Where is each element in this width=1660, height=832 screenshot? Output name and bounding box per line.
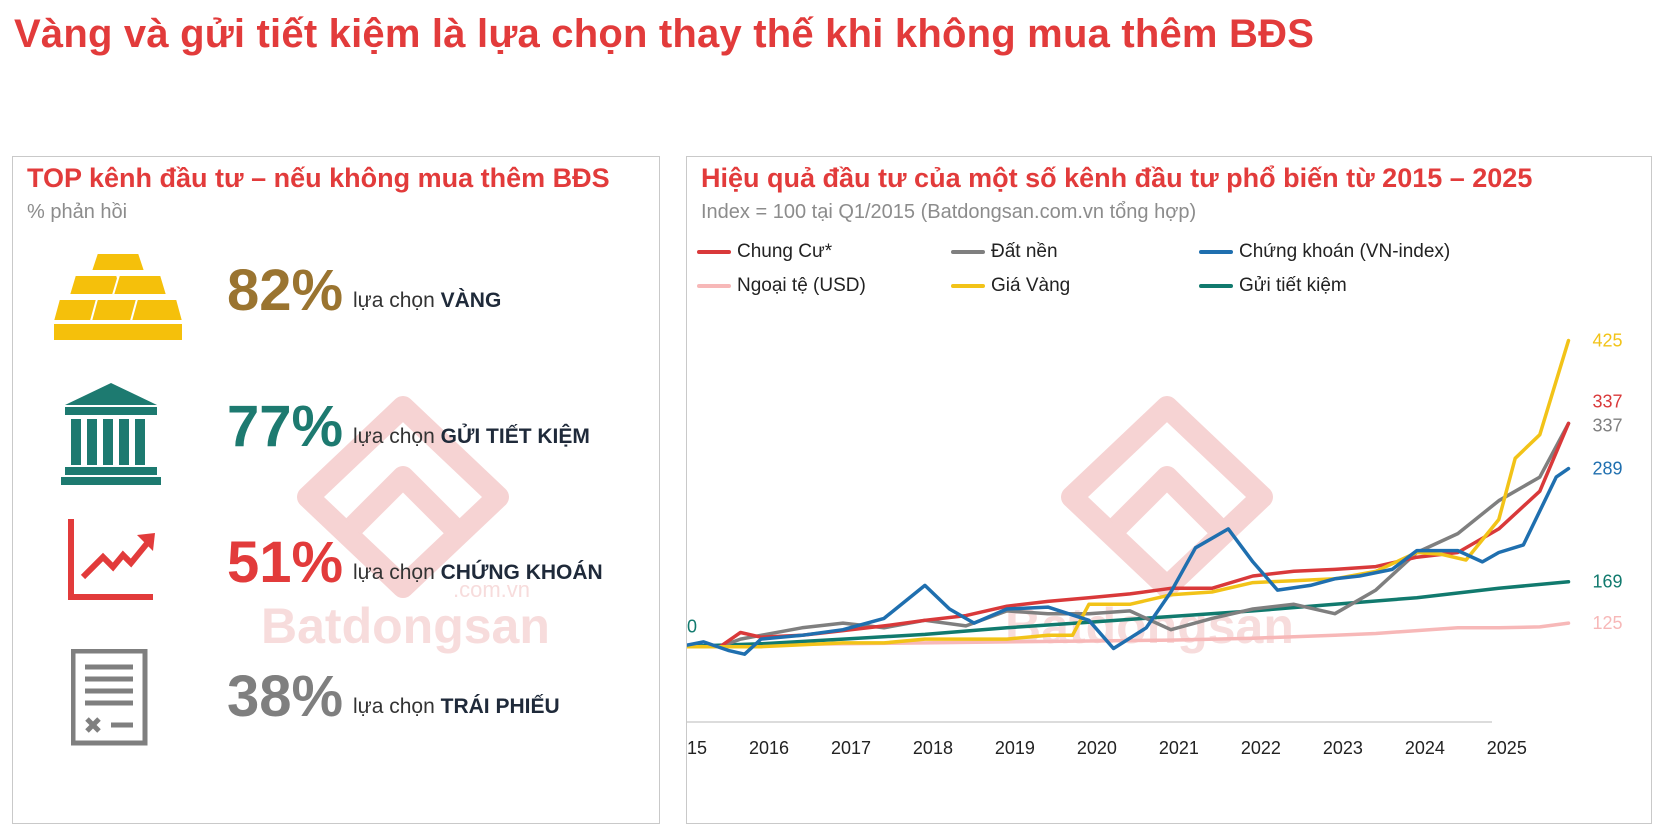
series-line-1 (687, 421, 1571, 649)
legend-swatch (1199, 250, 1233, 254)
gold-percentage: 82% (227, 258, 344, 323)
bonds-label-prefix: lựa chọn (353, 695, 435, 718)
legend-item-gia-vang: Giá Vàng (951, 275, 1070, 297)
end-value-label: 425 (1593, 331, 1623, 351)
series-line-5 (687, 579, 1571, 649)
savings-label-channel: GỬI TIẾT KIỆM (440, 425, 590, 448)
gold-label-channel: VÀNG (440, 289, 502, 312)
series-line-0 (687, 421, 1571, 649)
savings-label: lựa chọn GỬI TIẾT KIỆM (353, 425, 590, 449)
right-panel-title: Hiệu quả đầu tư của một số kênh đầu tư p… (701, 163, 1533, 193)
x-tick-label: 2024 (1405, 738, 1445, 758)
channel-item-gold: 82% lựa chọn VÀNG (13, 243, 653, 363)
bank-icon (61, 383, 161, 485)
x-tick-label: 2019 (995, 738, 1035, 758)
legend-item-gui-tiet-kiem: Gửi tiết kiệm (1199, 275, 1347, 297)
gold-label-prefix: lựa chọn (353, 289, 435, 312)
savings-label-prefix: lựa chọn (353, 425, 435, 448)
legend-swatch (951, 284, 985, 288)
end-value-label: 337 (1593, 391, 1623, 411)
x-tick-label: 2016 (749, 738, 789, 758)
legend-swatch (951, 250, 985, 254)
x-tick-label: 2015 (687, 738, 707, 758)
legend-label: Chứng khoán (VN-index) (1239, 241, 1451, 262)
end-value-label: 289 (1593, 459, 1623, 479)
legend-swatch (697, 250, 731, 254)
x-tick-label: 2023 (1323, 738, 1363, 758)
legend-label: Chung Cư* (737, 241, 833, 262)
x-tick-label: 2020 (1077, 738, 1117, 758)
legend-swatch (697, 284, 731, 288)
stocks-label-channel: CHỨNG KHOÁN (440, 561, 603, 584)
stocks-percentage: 51% (227, 530, 344, 595)
x-tick-label: 2025 (1487, 738, 1527, 758)
series-line-2 (687, 466, 1571, 656)
legend-label: Đất nền (991, 241, 1058, 262)
left-panel-subtitle: % phản hồi (27, 201, 128, 223)
legend-item-dat-nen: Đất nền (951, 241, 1058, 263)
gold-label: lựa chọn VÀNG (353, 289, 501, 313)
legend-item-ngoai-te: Ngoại tệ (USD) (697, 275, 866, 297)
line-chart: 2015 2016 2017 2018 2019 2020 2021 2022 2023 2024… (687, 331, 1623, 758)
investment-performance-panel: Hiệu quả đầu tư của một số kênh đầu tư p… (686, 156, 1652, 824)
x-tick-label: 2018 (913, 738, 953, 758)
stocks-label: lựa chọn CHỨNG KHOÁN (353, 561, 603, 585)
legend-label: Ngoại tệ (USD) (737, 275, 866, 296)
channel-item-savings: 77% lựa chọn GỬI TIẾT KIỆM (13, 379, 653, 499)
left-panel-title: TOP kênh đầu tư – nếu không mua thêm BĐS (27, 163, 610, 193)
right-panel-subtitle: Index = 100 tại Q1/2015 (Batdongsan.com.… (701, 201, 1197, 223)
x-tick-label: 2021 (1159, 738, 1199, 758)
bonds-label: lựa chọn TRÁI PHIẾU (353, 695, 560, 719)
x-tick-label: 2022 (1241, 738, 1281, 758)
gold-bars-icon (53, 252, 183, 342)
top-channels-panel: TOP kênh đầu tư – nếu không mua thêm BĐS… (12, 156, 660, 824)
legend-item-chung-khoan: Chứng khoán (VN-index) (1199, 241, 1450, 263)
legend-label: Giá Vàng (991, 275, 1071, 296)
end-value-label: 125 (1593, 613, 1623, 633)
legend-label: Gửi tiết kiệm (1239, 275, 1347, 296)
start-value-label: 100 (687, 617, 697, 637)
bonds-percentage: 38% (227, 664, 344, 729)
bonds-label-channel: TRÁI PHIẾU (440, 695, 560, 718)
end-value-label: 337 (1593, 415, 1623, 435)
end-value-label: 169 (1593, 572, 1623, 592)
channel-item-stocks: 51% lựa chọn CHỨNG KHOÁN (13, 515, 653, 635)
channel-item-bonds: 38% lựa chọn TRÁI PHIẾU (13, 649, 653, 769)
savings-percentage: 77% (227, 394, 344, 459)
legend-item-chung-cu: Chung Cư* (697, 241, 832, 263)
x-tick-label: 2017 (831, 738, 871, 758)
bond-document-icon (71, 649, 148, 746)
stock-chart-icon (68, 519, 155, 600)
legend-swatch (1199, 284, 1233, 288)
series-line-4 (687, 338, 1571, 649)
stocks-label-prefix: lựa chọn (353, 561, 435, 584)
page-title: Vàng và gửi tiết kiệm là lựa chọn thay t… (14, 12, 1315, 56)
